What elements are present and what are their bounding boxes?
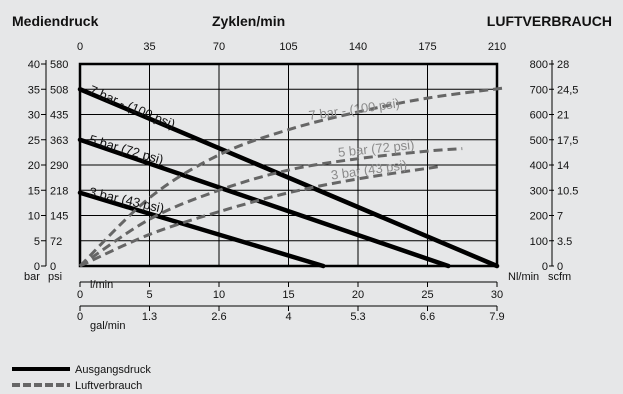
left-axis-tick-bar: 35 [28,84,40,96]
top-axis-tick-label: 140 [349,41,367,53]
grid [80,64,497,266]
right-axis-tick-scfm: 24,5 [557,84,578,96]
left-axis-tick-psi: 363 [50,135,68,147]
right-axis-tick-scfm: 3.5 [557,236,572,248]
top-axis-tick-label: 105 [279,41,297,53]
right-axis-tick-nlmin: 600 [530,110,548,122]
bottom-axis-tick-lpm: 15 [282,289,294,301]
left-axis-label-bar: bar [24,271,40,283]
bottom-axis-tick-gpm: 2.6 [211,311,226,323]
bottom-axis: 0 0 5 1.3 10 2.6 15 4 20 5.3 25 6.6 30 7.9 [77,281,505,323]
bottom-axis-label-lpm: l/min [90,279,113,291]
left-axis-tick-bar: 0 [34,261,40,273]
left-axis-tick-bar: 5 [34,236,40,248]
right-axis-tick-scfm: 17,5 [557,135,578,147]
air-consumption-label: 7 bar - (100 psi) [308,95,401,123]
bottom-axis-tick-lpm: 30 [491,289,503,301]
left-axis-tick-psi: 145 [50,211,68,223]
right-axis-label-nlmin: Nl/min [508,271,539,283]
header-center: Zyklen/min [212,13,285,29]
bottom-axis-tick-lpm: 0 [77,289,83,301]
right-axis-tick-nlmin: 300 [530,185,548,197]
left-axis-tick-bar: 40 [28,59,40,71]
plot-frame [78,62,499,268]
header-right: LUFTVERBRAUCH [487,13,612,29]
right-axis-tick-nlmin: 100 [530,236,548,248]
top-axis-tick-label: 0 [77,41,83,53]
air-consumption-curve [79,147,463,268]
left-axis-tick-bar: 30 [28,110,40,122]
bottom-axis-tick-gpm: 0 [77,311,83,323]
left-axis: 0 0 5 72 10 145 15 218 20 290 25 363 30 435 35 508 40 580 [28,59,69,273]
left-axis-tick-psi: 0 [50,261,56,273]
series-layer [77,86,505,269]
legend: Ausgangsdruck Luftverbrauch [12,364,151,392]
top-axis-tick-label: 70 [213,41,225,53]
bottom-axis-label-gpm: gal/min [90,320,125,332]
series-annotations: 7 bar - (100 psi) 5 bar (72 psi) 3 bar (43… [87,82,415,216]
left-axis-tick-psi: 580 [50,59,68,71]
pressure-line-label: 3 bar (43 psi) [88,184,166,216]
left-axis-label-psi: psi [48,271,62,283]
right-axis-tick-nlmin: 500 [530,135,548,147]
right-axis-label-scfm: scfm [548,271,571,283]
top-axis-tick-label: 210 [488,41,506,53]
bottom-axis-tick-lpm: 25 [421,289,433,301]
left-axis-tick-psi: 508 [50,84,68,96]
legend-label-pressure: Ausgangsdruck [75,364,151,376]
right-axis-tick-scfm: 28 [557,59,569,71]
top-axis-tick-label: 35 [143,41,155,53]
bottom-axis-tick-gpm: 4 [285,311,291,323]
pressure-line-label: 5 bar (72 psi) [88,132,166,168]
top-axis-tick-label: 175 [418,41,436,53]
bottom-axis-tick-lpm: 5 [146,289,152,301]
bottom-axis-tick-lpm: 10 [213,289,225,301]
left-axis-tick-bar: 20 [28,160,40,172]
legend-label-air: Luftverbrauch [75,380,142,392]
left-axis-tick-psi: 218 [50,185,68,197]
bottom-axis-tick-gpm: 1.3 [142,311,157,323]
right-axis-tick-scfm: 7 [557,211,563,223]
top-axis-ticks: 0 35 70 105 140 175 210 [77,41,506,53]
pressure-line [77,137,451,269]
left-axis-tick-bar: 10 [28,211,40,223]
right-axis-tick-nlmin: 400 [530,160,548,172]
air-consumption-curve [79,164,442,268]
right-axis-tick-nlmin: 800 [530,59,548,71]
pressure-line [77,87,500,269]
bottom-axis-tick-gpm: 5.3 [350,311,365,323]
right-axis-tick-nlmin: 700 [530,84,548,96]
right-axis-tick-scfm: 10.5 [557,185,578,197]
right-axis-tick-scfm: 14 [557,160,569,172]
right-axis-tick-scfm: 0 [557,261,563,273]
header-left: Mediendruck [12,13,99,29]
right-axis-tick-scfm: 21 [557,110,569,122]
bottom-axis-tick-lpm: 20 [352,289,364,301]
right-axis-tick-nlmin: 200 [530,211,548,223]
air-consumption-curve [78,86,505,268]
left-axis-tick-psi: 435 [50,110,68,122]
left-axis-tick-psi: 290 [50,160,68,172]
bottom-axis-tick-gpm: 6.6 [420,311,435,323]
left-axis-tick-bar: 25 [28,135,40,147]
left-axis-tick-psi: 72 [50,236,62,248]
pressure-line [77,190,326,269]
left-axis-tick-bar: 15 [28,185,40,197]
bottom-axis-tick-gpm: 7.9 [489,311,504,323]
right-axis-tick-nlmin: 0 [542,261,548,273]
right-axis: 0 0 100 3.5 200 7 300 10.5 400 14 500 17,5 600 21 700 2… [530,59,579,273]
